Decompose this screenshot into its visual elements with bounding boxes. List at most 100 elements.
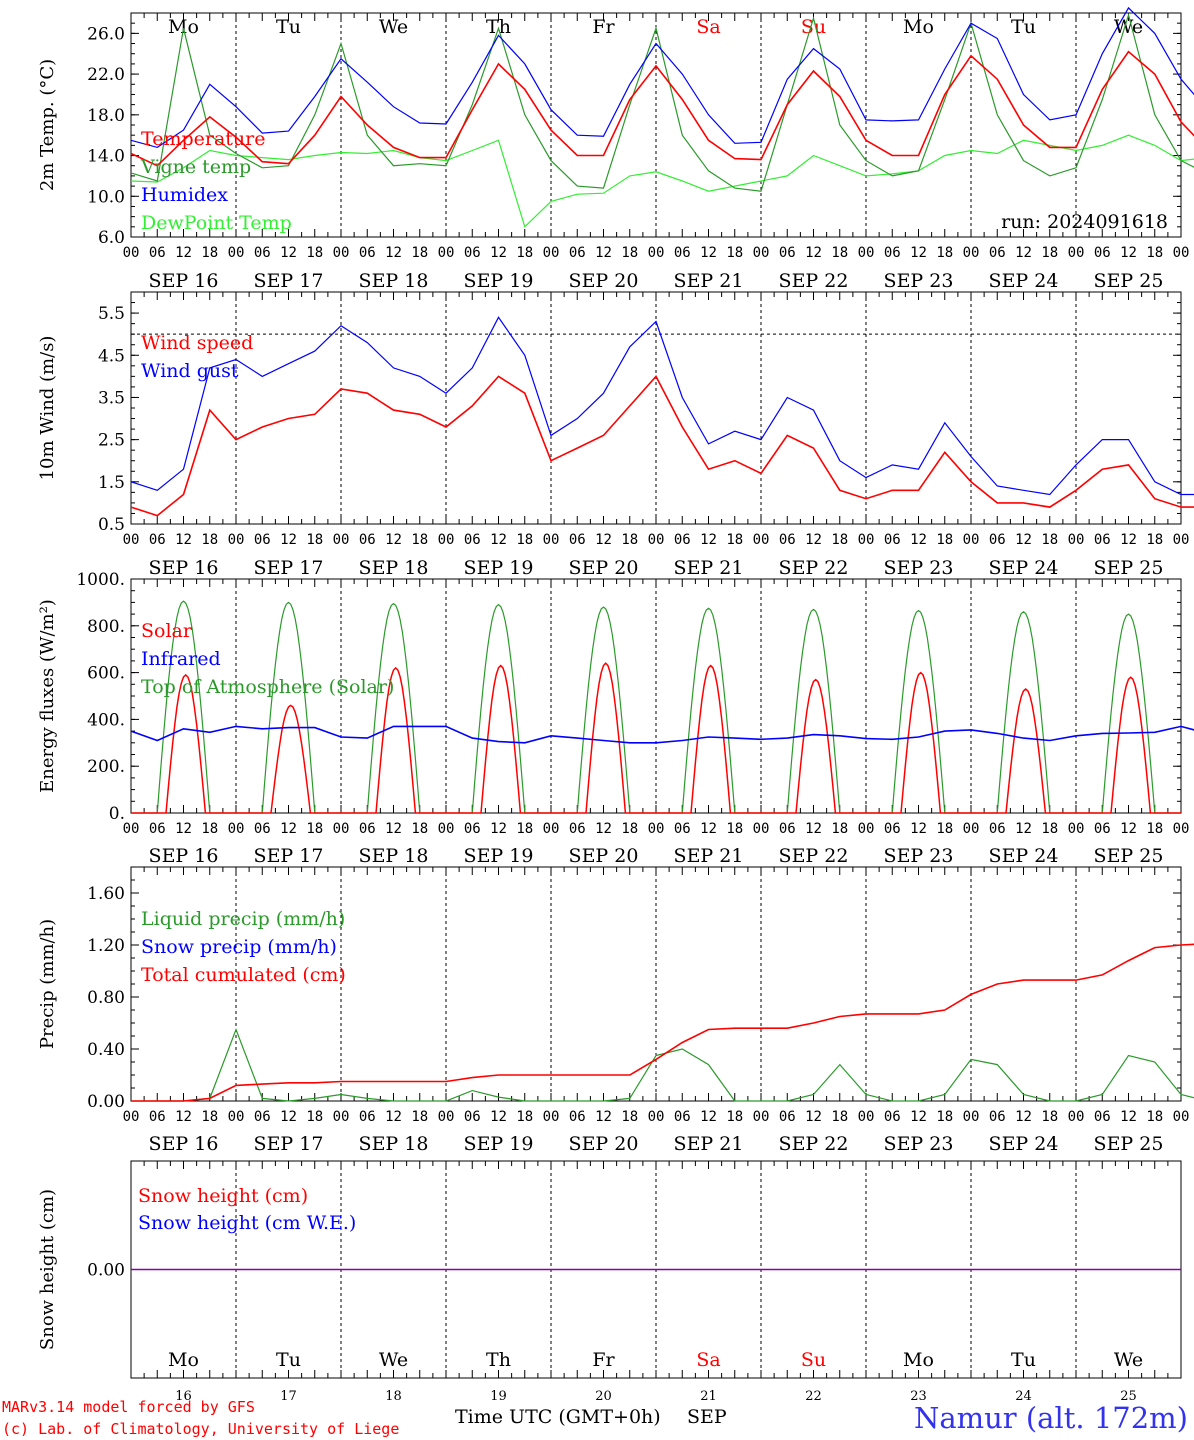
hour-tick-label: 00	[753, 532, 770, 548]
panel-temp: 6.0 10.0 14.0 18.0 22.0 26.0 2m Temp. (°C) Mo Tu…	[37, 6, 1194, 292]
hour-tick-label: 06	[569, 245, 586, 261]
legend-entry: Infrared	[141, 648, 221, 670]
y-tick-label: 22.0	[87, 65, 125, 85]
series-line-main	[130, 725, 1194, 744]
y-tick-label: 14.0	[87, 147, 125, 167]
y-axis-label: Energy fluxes (W/m²)	[37, 599, 58, 793]
hour-tick-label: 00	[1068, 1109, 1085, 1125]
hour-tick-label: 00	[1068, 821, 1085, 837]
hour-tick-label: 06	[674, 532, 691, 548]
lab-credit: (c) Lab. of Climatology, University of L…	[2, 1420, 399, 1438]
hour-tick-label: 00	[753, 821, 770, 837]
series-line-main	[130, 374, 1194, 517]
y-tick-label: 800.	[87, 617, 125, 637]
weekday-label: We	[379, 16, 408, 38]
hour-tick-label: 06	[149, 532, 166, 548]
date-label: SEP 19	[464, 1133, 534, 1155]
panel-energy: 0. 200. 400. 600. 800. 1000. Energy fluxes (W/…	[37, 570, 1194, 867]
weekday-label: Th	[486, 1349, 511, 1371]
y-tick-label: 0.40	[87, 1040, 125, 1060]
hour-tick-label: 00	[858, 821, 875, 837]
hour-tick-label: 06	[569, 821, 586, 837]
legend-entry: Snow height (cm)	[138, 1185, 308, 1207]
hour-tick-label: 18	[1146, 1109, 1163, 1125]
hour-tick-label: 00	[648, 532, 665, 548]
hour-tick-label: 18	[936, 1109, 953, 1125]
hour-tick-label: 12	[805, 1109, 822, 1125]
hour-tick-label: 00	[1068, 532, 1085, 548]
hour-tick-label: 18	[621, 1109, 638, 1125]
series-line	[130, 12, 1194, 192]
footer: MARv3.14 model forced by GFS (c) Lab. of…	[2, 1398, 1188, 1438]
hour-tick-label: 00	[1173, 245, 1190, 261]
hour-tick-label: 18	[201, 821, 218, 837]
day-number-label: 23	[910, 1389, 927, 1404]
hour-tick-label: 12	[280, 1109, 297, 1125]
hour-tick-label: 12	[1120, 532, 1137, 548]
hour-tick-label: 06	[569, 1109, 586, 1125]
hour-tick-label: 06	[464, 821, 481, 837]
date-label: SEP 16	[149, 1133, 219, 1155]
hour-tick-label: 12	[910, 821, 927, 837]
hour-tick-label: 12	[1015, 245, 1032, 261]
hour-tick-label: 06	[779, 245, 796, 261]
hour-tick-label: 18	[201, 1109, 218, 1125]
hour-tick-label: 18	[1146, 821, 1163, 837]
hour-tick-label: 00	[858, 532, 875, 548]
hour-tick-label: 06	[674, 1109, 691, 1125]
hour-tick-label: 12	[1015, 1109, 1032, 1125]
date-label: SEP 17	[254, 1133, 324, 1155]
hour-tick-label: 12	[1015, 821, 1032, 837]
weekday-label: We	[379, 1349, 408, 1371]
hour-tick-label: 06	[464, 245, 481, 261]
legend-entry: DewPoint Temp	[141, 212, 292, 234]
hour-tick-label: 06	[254, 1109, 271, 1125]
y-tick-label: 0.5	[98, 515, 125, 535]
hour-tick-label: 06	[359, 245, 376, 261]
hour-tick-label: 18	[1041, 1109, 1058, 1125]
hour-tick-label: 00	[543, 532, 560, 548]
hour-tick-label: 00	[858, 245, 875, 261]
hour-tick-label: 12	[175, 245, 192, 261]
hour-tick-label: 18	[306, 532, 323, 548]
date-label: SEP 24	[989, 1133, 1059, 1155]
date-label: SEP 20	[569, 270, 639, 292]
hour-tick-label: 18	[831, 821, 848, 837]
day-number-label: 18	[385, 1389, 402, 1404]
date-label: SEP 18	[359, 1133, 429, 1155]
date-label: SEP 17	[254, 270, 324, 292]
y-tick-label: 600.	[87, 664, 125, 684]
legend-entry: Temperature	[141, 128, 265, 150]
date-label: SEP 20	[569, 845, 639, 867]
hour-tick-label: 12	[700, 245, 717, 261]
panel-wind: 0.5 1.5 2.5 3.5 4.5 5.5 10m Wind (m/s) Wind spe…	[37, 291, 1194, 579]
y-tick-label: 18.0	[87, 106, 125, 126]
y-tick-label: 2.5	[98, 431, 125, 451]
hour-tick-label: 00	[228, 1109, 245, 1125]
date-label: SEP 21	[674, 1133, 744, 1155]
hour-tick-label: 18	[936, 245, 953, 261]
hour-tick-label: 12	[1015, 532, 1032, 548]
hour-tick-label: 12	[175, 821, 192, 837]
hour-tick-label: 00	[438, 821, 455, 837]
hour-tick-label: 18	[201, 245, 218, 261]
hour-tick-label: 18	[831, 532, 848, 548]
day-number-label: 17	[280, 1389, 297, 1404]
hour-tick-label: 00	[438, 245, 455, 261]
hour-tick-label: 18	[621, 245, 638, 261]
day-number-label: 24	[1015, 1389, 1032, 1404]
weekday-label: Tu	[276, 16, 301, 38]
hour-tick-label: 18	[831, 1109, 848, 1125]
hour-tick-label: 18	[411, 245, 428, 261]
y-axis-label: 2m Temp. (°C)	[37, 59, 58, 191]
hour-tick-label: 12	[595, 1109, 612, 1125]
hour-tick-label: 06	[1094, 1109, 1111, 1125]
hour-tick-label: 12	[595, 532, 612, 548]
hour-tick-label: 06	[1094, 532, 1111, 548]
date-label: SEP 21	[674, 845, 744, 867]
hour-tick-label: 06	[149, 1109, 166, 1125]
panel-snow: 0.00 Snow height (cm) Mo Tu We Th Fr Sa Su Mo Tu We…	[37, 1160, 1182, 1404]
hour-tick-label: 12	[805, 245, 822, 261]
date-label: SEP 23	[884, 557, 954, 579]
meteogram-panels: 6.0 10.0 14.0 18.0 22.0 26.0 2m Temp. (°C) Mo Tu…	[37, 6, 1194, 1404]
